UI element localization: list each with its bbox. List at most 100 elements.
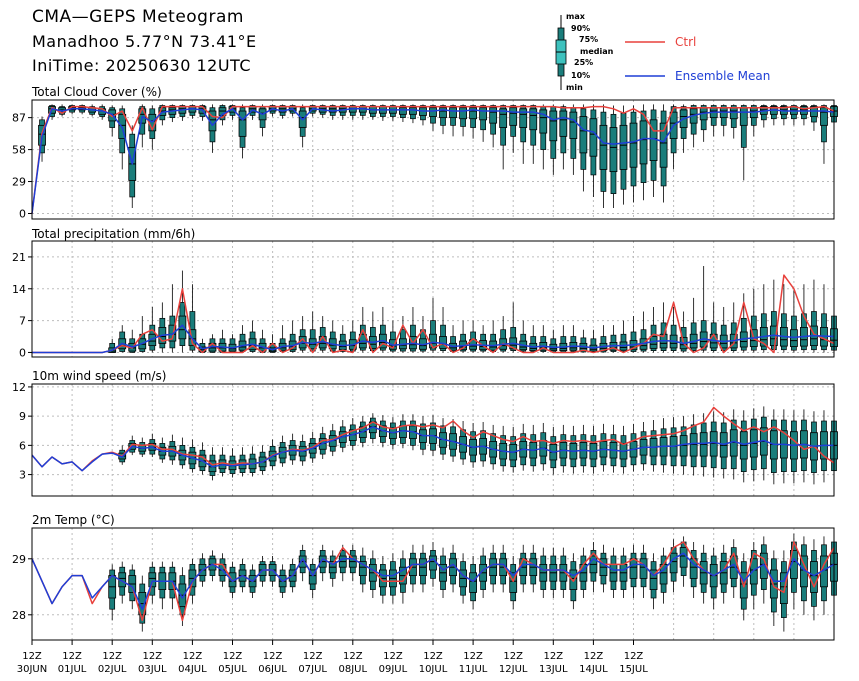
box-inner [479, 107, 488, 121]
ensemble-box [689, 414, 698, 476]
ensemble-box [158, 302, 167, 353]
ensemble-box [639, 544, 648, 598]
ensemble-box [489, 424, 498, 470]
box-inner [649, 569, 658, 591]
ensemble-box [800, 409, 808, 483]
ensemble-box [649, 306, 658, 353]
ensemble-box [469, 556, 478, 610]
ensemble-box [519, 423, 528, 471]
box-inner [529, 108, 538, 131]
ensemble-box [569, 325, 578, 353]
ensemble-box [358, 547, 367, 593]
box-inner [779, 572, 788, 604]
ensemble-box [649, 420, 658, 472]
ensemble-box [128, 125, 137, 208]
ensemble-box [629, 544, 638, 598]
box-inner [609, 127, 618, 173]
ensemble-box [779, 409, 788, 484]
x-tick-label-hour: 12Z [263, 651, 283, 662]
box-inner [399, 107, 407, 115]
ensemble-box [258, 556, 267, 587]
ensemble-box [599, 423, 608, 472]
ensemble-box [729, 409, 738, 480]
legend-box-label: max [566, 12, 586, 21]
ensemble-box [499, 425, 508, 472]
x-tick-label-date: 03JUL [138, 664, 167, 675]
ensemble-box [338, 544, 347, 582]
ensemble-box [689, 542, 698, 598]
init-time-label: IniTime: 20250630 12UTC [32, 56, 252, 75]
ensemble-box [449, 325, 457, 353]
ensemble-box [629, 423, 638, 472]
box-inner [409, 107, 417, 115]
ensemble-box [258, 104, 267, 137]
ensemble-box [328, 550, 337, 587]
x-tick-label-date: 30JUN [17, 664, 47, 675]
ensemble-box [539, 547, 548, 598]
x-tick-label-hour: 12Z [223, 651, 243, 662]
ensemble-box [689, 104, 698, 148]
x-tick-label-date: 02JUL [98, 664, 127, 675]
ensemble-box [579, 329, 588, 353]
ensemble-box [539, 422, 548, 471]
panel-title: Total precipitation (mm/6h) [31, 227, 195, 241]
ensemble-mean-line [31, 426, 834, 472]
x-tick-label-date: 09JUL [379, 664, 408, 675]
ensemble-box [529, 544, 538, 593]
ensemble-box [619, 105, 628, 205]
ensemble-box [589, 104, 598, 197]
box-inner [639, 558, 648, 579]
ensemble-box [820, 284, 828, 353]
ensemble-box [599, 544, 608, 593]
box-inner [739, 107, 748, 126]
ensemble-box [118, 325, 127, 353]
box-inner [629, 122, 638, 168]
box-inner [429, 107, 437, 117]
box-inner [679, 547, 688, 568]
ensemble-box [800, 536, 808, 615]
ensemble-box [308, 311, 317, 353]
box-inner [308, 569, 317, 585]
ensemble-box [549, 329, 558, 353]
panel-0: Total Cloud Cover (%) 0 29 58 87 [12, 85, 838, 220]
box-inner [790, 550, 798, 579]
x-tick-label-date: 06JUL [258, 664, 287, 675]
ensemble-box [218, 329, 227, 353]
ensemble-box [719, 412, 728, 479]
panel-frame [31, 240, 835, 358]
ensemble-box [439, 547, 447, 598]
ensemble-box [639, 421, 648, 471]
x-tick-label-date: 15JUL [619, 664, 648, 675]
ensemble-box [800, 284, 808, 353]
ensemble-box [378, 556, 387, 604]
y-tick-label: 58 [12, 144, 26, 157]
legend-box-label: 90% [571, 24, 590, 33]
legend-box-label: 75% [579, 35, 598, 44]
ensemble-box [579, 424, 588, 473]
panel-title: 10m wind speed (m/s) [32, 369, 166, 383]
x-tick-label-hour: 12Z [62, 651, 82, 662]
box-inner [148, 572, 157, 588]
ensemble-box [609, 105, 618, 208]
ensemble-box [649, 104, 658, 197]
ensemble-box [529, 424, 538, 472]
ensemble-box [749, 288, 758, 353]
x-tick-label-date: 10JUL [419, 664, 448, 675]
ensemble-box [769, 409, 778, 485]
box-inner [509, 107, 518, 126]
x-tick-label-date: 14JUL [579, 664, 608, 675]
x-tick-label-date: 07JUL [298, 664, 327, 675]
ensemble-box [168, 284, 177, 353]
ensemble-box [459, 104, 467, 137]
ensemble-box [699, 413, 708, 477]
box-inner [729, 107, 738, 120]
ensemble-box [619, 320, 628, 353]
ensemble-box [529, 325, 538, 353]
x-tick-label-hour: 12Z [343, 651, 363, 662]
ensemble-box [589, 542, 598, 593]
ensemble-box [439, 104, 447, 135]
legend-box-label: 25% [574, 58, 593, 67]
x-tick-label-hour: 12Z [102, 651, 122, 662]
ensemble-box [689, 297, 698, 353]
